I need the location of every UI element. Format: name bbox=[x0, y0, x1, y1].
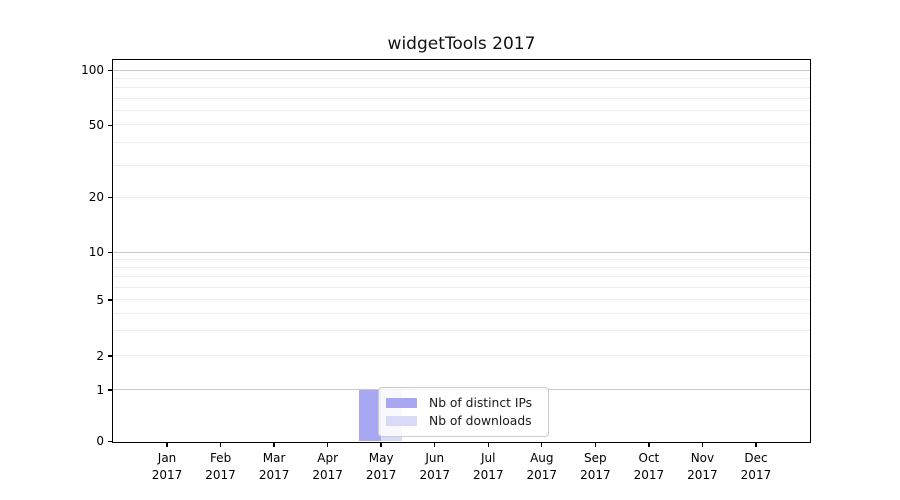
legend-item: Nb of downloads bbox=[386, 412, 539, 430]
x-tick-mark bbox=[541, 442, 543, 447]
x-tick-label: Jun 2017 bbox=[419, 451, 450, 482]
x-tick-label: Mar 2017 bbox=[258, 451, 290, 482]
y-tick-mark bbox=[108, 440, 112, 443]
y-tick-label: 5 bbox=[96, 292, 104, 307]
y-tick-label: 20 bbox=[88, 190, 104, 205]
bar-nb-of-distinct-ips bbox=[359, 389, 381, 441]
x-tick-label: Oct 2017 bbox=[633, 451, 665, 482]
legend-label: Nb of downloads bbox=[429, 414, 532, 428]
x-tick-label: Jan 2017 bbox=[151, 451, 183, 482]
legend-item: Nb of distinct IPs bbox=[386, 394, 539, 412]
y-tick-label: 10 bbox=[88, 245, 104, 259]
y-tick-mark bbox=[108, 197, 112, 199]
gridline-minor bbox=[113, 286, 810, 288]
legend-label: Nb of distinct IPs bbox=[429, 396, 533, 410]
x-tick-mark bbox=[380, 442, 382, 447]
gridline-minor bbox=[113, 97, 810, 99]
gridline-minor bbox=[113, 196, 810, 198]
chart-title: widgetTools 2017 bbox=[387, 34, 536, 54]
gridline-minor bbox=[113, 312, 810, 314]
x-tick-mark bbox=[755, 442, 757, 447]
gridline-minor bbox=[113, 141, 810, 143]
x-tick-label: Feb 2017 bbox=[205, 451, 236, 482]
x-tick-label: Dec 2017 bbox=[740, 451, 772, 482]
gridline-minor bbox=[113, 355, 810, 356]
y-tick-label: 1 bbox=[96, 382, 104, 397]
gridline-minor bbox=[113, 109, 810, 111]
x-tick-mark bbox=[434, 442, 436, 447]
y-tick-mark bbox=[108, 124, 112, 126]
legend-swatch bbox=[386, 397, 417, 409]
x-tick-mark bbox=[219, 442, 222, 447]
x-tick-mark bbox=[326, 442, 329, 447]
y-tick-label: 100 bbox=[81, 63, 104, 77]
gridline-major bbox=[113, 69, 810, 71]
gridline-minor bbox=[113, 124, 810, 126]
y-tick-mark bbox=[108, 355, 112, 357]
gridline-minor bbox=[113, 266, 810, 268]
legend-swatch bbox=[386, 415, 417, 427]
y-tick-label: 0 bbox=[96, 434, 104, 448]
x-tick-mark bbox=[594, 442, 597, 447]
x-tick-label: Nov 2017 bbox=[687, 451, 718, 482]
gridline-minor bbox=[113, 330, 810, 332]
gridline-minor bbox=[113, 275, 810, 277]
gridline-minor bbox=[113, 299, 810, 300]
x-tick-label: May 2017 bbox=[365, 451, 397, 482]
x-tick-label: Aug 2017 bbox=[526, 451, 558, 482]
gridline-minor bbox=[113, 77, 810, 79]
x-tick-label: Sep 2017 bbox=[580, 451, 611, 482]
y-tick-mark bbox=[108, 389, 112, 391]
x-tick-label: Apr 2017 bbox=[312, 451, 343, 482]
x-tick-mark bbox=[648, 442, 650, 447]
gridline-minor bbox=[113, 164, 810, 166]
x-tick-mark bbox=[487, 442, 489, 447]
y-tick-mark bbox=[108, 69, 112, 72]
plot-area: Nb of distinct IPs Nb of downloads bbox=[112, 59, 811, 443]
legend: Nb of distinct IPs Nb of downloads bbox=[378, 387, 549, 437]
x-tick-label: Jul 2017 bbox=[472, 451, 504, 482]
y-tick-mark bbox=[108, 251, 112, 254]
gridline-minor bbox=[113, 87, 810, 89]
x-tick-mark bbox=[166, 442, 168, 447]
y-tick-label: 50 bbox=[88, 117, 104, 132]
y-tick-mark bbox=[108, 299, 112, 301]
gridline-major bbox=[113, 251, 810, 253]
x-tick-mark bbox=[273, 442, 275, 447]
gridline-minor bbox=[113, 258, 810, 260]
y-tick-label: 2 bbox=[96, 348, 104, 363]
x-tick-mark bbox=[701, 442, 704, 447]
